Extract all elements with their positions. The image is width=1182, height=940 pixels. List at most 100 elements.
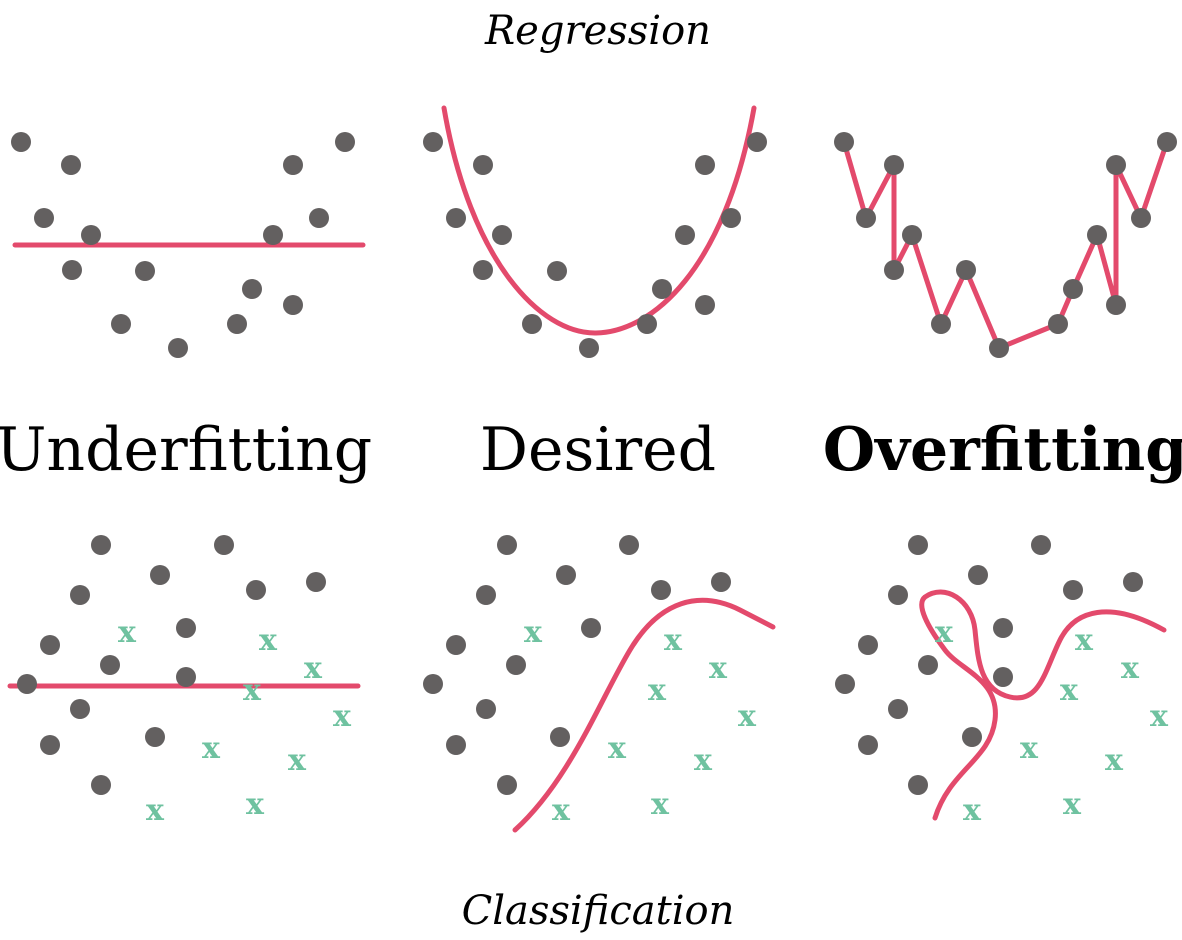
classification-under-point xyxy=(145,727,165,747)
regression-desired-point xyxy=(747,132,767,152)
classification-over-point xyxy=(835,674,855,694)
classification-under-point xyxy=(214,535,234,555)
regression-desired-point xyxy=(637,314,657,334)
classification-desired-point xyxy=(556,565,576,585)
classification-over-point xyxy=(968,565,988,585)
classification-over-x-marker: x xyxy=(1075,623,1094,658)
regression-under-point xyxy=(111,314,131,334)
classification-over-point xyxy=(993,618,1013,638)
regression-desired-panel xyxy=(423,105,767,358)
regression-desired-point xyxy=(579,338,599,358)
classification-desired-point xyxy=(423,674,443,694)
desired-curve xyxy=(441,105,757,336)
classification-over-x-marker: x xyxy=(935,615,954,650)
classification-desired-x-marker: x xyxy=(651,787,670,822)
regression-under-point xyxy=(283,155,303,175)
regression-desired-point xyxy=(473,155,493,175)
classification-under-x-marker: x xyxy=(333,699,352,734)
regression-under-point xyxy=(135,261,155,281)
classification-over-x-marker: x xyxy=(963,793,982,828)
underfitting-label: Underfitting xyxy=(0,415,372,485)
classification-desired-x-marker: x xyxy=(552,793,571,828)
classification-over-point xyxy=(1123,572,1143,592)
classification-over-x-marker: x xyxy=(1020,731,1039,766)
regression-over-point xyxy=(1063,279,1083,299)
regression-desired-point xyxy=(446,208,466,228)
regression-underfitting-panel xyxy=(11,132,366,358)
classification-over-point xyxy=(888,585,908,605)
classification-desired-point xyxy=(619,535,639,555)
classification-under-point xyxy=(91,775,111,795)
regression-over-point xyxy=(1087,225,1107,245)
classification-under-x-marker: x xyxy=(288,743,307,778)
regression-over-point xyxy=(1106,295,1126,315)
regression-under-point xyxy=(227,314,247,334)
classification-under-point xyxy=(17,674,37,694)
classification-under-point xyxy=(176,618,196,638)
classification-under-point xyxy=(100,655,120,675)
regression-desired-point xyxy=(695,295,715,315)
classification-over-point xyxy=(993,667,1013,687)
regression-desired-point xyxy=(695,155,715,175)
classification-over-x-marker: x xyxy=(1150,699,1169,734)
regression-under-point xyxy=(168,338,188,358)
regression-under-point xyxy=(335,132,355,152)
classification-desired-point xyxy=(651,580,671,600)
regression-over-point xyxy=(931,314,951,334)
classification-over-point xyxy=(962,727,982,747)
classification-desired-point xyxy=(446,635,466,655)
classification-over-point xyxy=(858,635,878,655)
regression-over-point xyxy=(884,155,904,175)
classification-under-point xyxy=(306,572,326,592)
classification-caption: Classification xyxy=(462,888,735,934)
classification-desired-x-marker: x xyxy=(648,673,667,708)
regression-over-point xyxy=(1106,155,1126,175)
regression-desired-point xyxy=(721,208,741,228)
regression-desired-point xyxy=(522,314,542,334)
classification-desired-x-marker: x xyxy=(738,699,757,734)
overfit-boundary xyxy=(919,589,1167,821)
regression-desired-point xyxy=(652,279,672,299)
regression-desired-point xyxy=(492,225,512,245)
classification-under-x-marker: x xyxy=(146,793,165,828)
regression-desired-point xyxy=(675,225,695,245)
classification-over-x-marker: x xyxy=(1063,787,1082,822)
classification-under-point xyxy=(40,735,60,755)
classification-over-x-marker: x xyxy=(1105,743,1124,778)
regression-under-point xyxy=(309,208,329,228)
classification-desired-point xyxy=(506,655,526,675)
regression-overfitting-panel xyxy=(834,132,1177,358)
regression-over-point xyxy=(956,260,976,280)
regression-under-point xyxy=(62,260,82,280)
classification-under-point xyxy=(40,635,60,655)
classification-under-point xyxy=(246,580,266,600)
regression-over-point xyxy=(1048,314,1068,334)
regression-over-point xyxy=(1131,208,1151,228)
classification-over-x-marker: x xyxy=(1060,673,1079,708)
classification-over-point xyxy=(908,775,928,795)
desired-boundary xyxy=(512,597,776,833)
desired-label: Desired xyxy=(480,415,716,485)
regression-desired-point xyxy=(423,132,443,152)
classification-desired-point xyxy=(476,699,496,719)
regression-desired-point xyxy=(547,261,567,281)
classification-desired-point xyxy=(711,572,731,592)
classification-under-point xyxy=(176,667,196,687)
classification-over-point xyxy=(1031,535,1051,555)
classification-over-point xyxy=(1063,580,1083,600)
regression-under-point xyxy=(34,208,54,228)
regression-over-point xyxy=(884,260,904,280)
classification-under-point xyxy=(70,585,90,605)
classification-under-point xyxy=(70,699,90,719)
regression-over-point xyxy=(856,208,876,228)
regression-over-point xyxy=(834,132,854,152)
classification-desired-x-marker: x xyxy=(524,615,543,650)
classification-under-x-marker: x xyxy=(118,615,137,650)
overfitting-label: Overfitting xyxy=(823,415,1182,485)
classification-under-x-marker: x xyxy=(243,673,262,708)
classification-over-point xyxy=(858,735,878,755)
regression-under-point xyxy=(263,225,283,245)
classification-under-point xyxy=(91,535,111,555)
